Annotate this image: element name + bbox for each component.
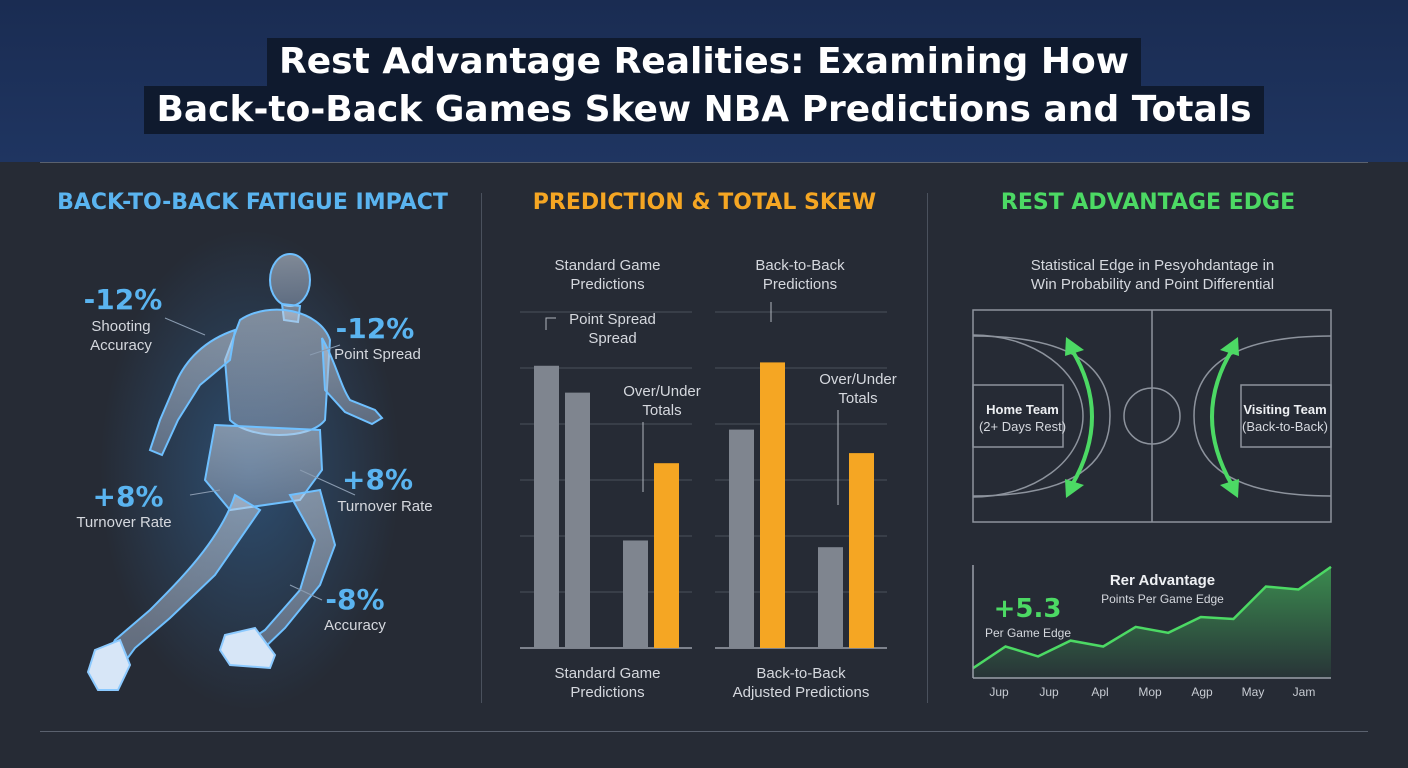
top-right-label: Back-to-Back Predictions — [755, 257, 845, 293]
edge-value: +5.3 — [993, 594, 1062, 624]
visiting-team-label: Visiting Team (Back-to-Back) — [1242, 402, 1328, 434]
bottom-left-label: Standard Game Predictions — [554, 665, 661, 701]
line-series — [972, 565, 1332, 670]
stat-accuracy-label: Accuracy — [324, 617, 386, 634]
spread-callout — [545, 317, 556, 330]
stat-turnover-right-value: +8% — [342, 463, 413, 496]
bottom-divider — [40, 731, 1368, 732]
stat-shooting-value: -12% — [83, 283, 163, 316]
top-divider — [40, 162, 1368, 163]
rest-title: REST ADVANTAGE EDGE — [1000, 190, 1296, 215]
rest-subtitle: Statistical Edge in Pesyohdantage in Win … — [1030, 257, 1275, 293]
bar-0-3 — [654, 463, 679, 648]
line-chart-title: Rer Advantage — [1109, 572, 1216, 589]
divider-right — [927, 193, 928, 703]
stat-turnover-right-label: Turnover Rate — [337, 498, 433, 515]
x-tick-label: Mop — [1138, 685, 1162, 699]
home-team-label: Home Team (2+ Days Rest) — [978, 402, 1067, 434]
ou-right-label: Over/Under Totals — [819, 371, 897, 407]
bar-0-1 — [565, 392, 590, 648]
top-left-label: Standard Game Predictions — [554, 257, 661, 293]
bar-1-1 — [760, 362, 785, 648]
page-title: Rest Advantage Realities: Examining How … — [0, 38, 1408, 134]
bar-0-0 — [534, 365, 559, 648]
bar-1-0 — [729, 429, 754, 648]
x-tick-label: May — [1242, 685, 1265, 699]
bar-1-2 — [818, 547, 843, 648]
edge-label: Per Game Edge — [984, 626, 1072, 640]
x-tick-label: Jam — [1293, 685, 1316, 699]
title-line-2: Back-to-Back Games Skew NBA Predictions … — [144, 86, 1264, 134]
stat-spread-value: -12% — [335, 312, 415, 345]
bottom-right-label: Back-to-Back Adjusted Predictions — [732, 665, 870, 701]
stat-turnover-left-label: Turnover Rate — [76, 514, 172, 531]
spread-label: Point Spread Spread — [569, 311, 656, 347]
stat-spread-label: Point Spread — [334, 346, 421, 363]
line-chart-subtitle: Points Per Game Edge — [1101, 592, 1224, 606]
x-tick-label: Apl — [1091, 685, 1108, 699]
fatigue-title: BACK-TO-BACK FATIGUE IMPACT — [57, 190, 448, 215]
x-tick-label: Jup — [1039, 685, 1059, 699]
bar-1-3 — [849, 453, 874, 648]
x-tick-label: Jup — [989, 685, 1009, 699]
bar-0-2 — [623, 540, 648, 648]
x-tick-label: Agp — [1191, 685, 1213, 699]
stat-shooting-label: Shooting Accuracy — [90, 318, 152, 354]
divider-left — [481, 193, 482, 703]
line-area — [973, 566, 1331, 678]
skew-title: PREDICTION & TOTAL SKEW — [532, 190, 877, 215]
ou-left-label: Over/Under Totals — [623, 383, 701, 419]
title-line-1: Rest Advantage Realities: Examining How — [267, 38, 1141, 86]
stat-accuracy-value: -8% — [325, 583, 385, 616]
stat-turnover-left-value: +8% — [92, 480, 164, 513]
